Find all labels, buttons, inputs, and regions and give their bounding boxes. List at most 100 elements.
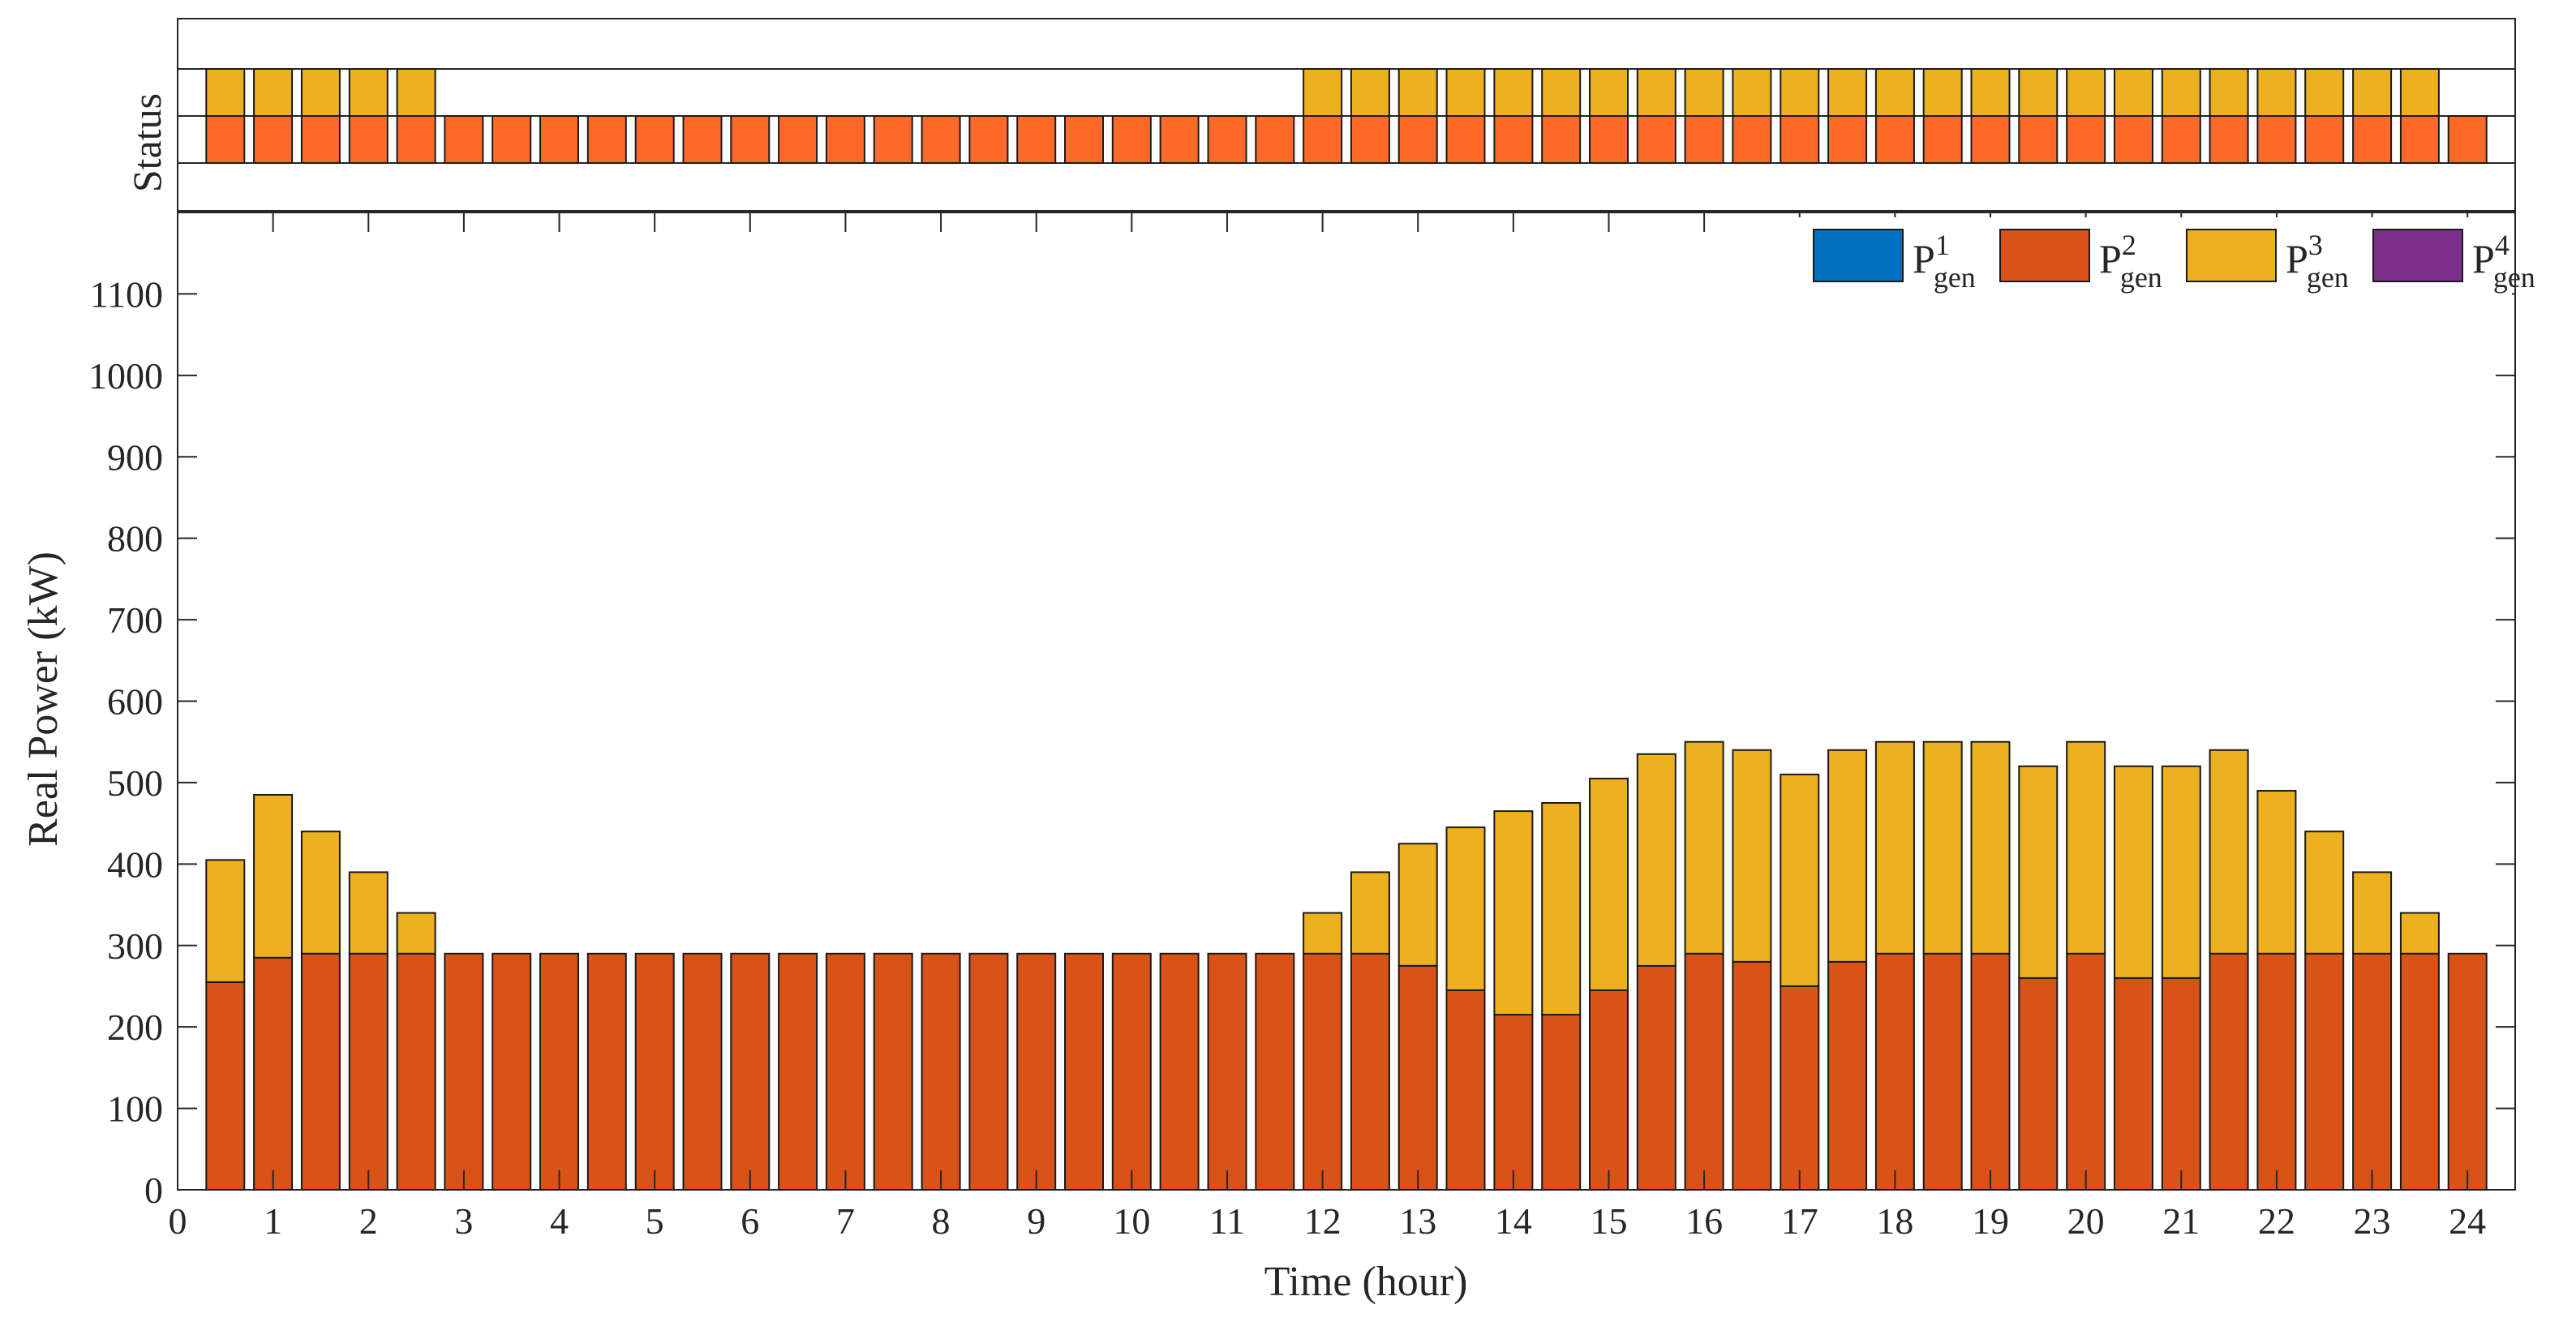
status-cell-gen3-32: [1732, 68, 1772, 117]
x-tick-label-7: 7: [836, 1200, 855, 1242]
x-tick-label-19: 19: [1972, 1200, 2009, 1242]
bar-p2-gen-28: [1541, 1014, 1582, 1191]
bar-p2-gen-8: [586, 952, 627, 1191]
bar-p2-gen-10: [682, 952, 723, 1191]
status-cell-gen2-13: [825, 115, 865, 164]
status-cell-gen2-6: [492, 115, 532, 164]
bar-p3-gen-46: [2399, 912, 2440, 955]
y-tick-label-300: 300: [107, 925, 163, 967]
status-cell-gen3-24: [1350, 68, 1390, 117]
bar-p2-gen-3: [348, 952, 389, 1191]
x-tick-label-3: 3: [454, 1200, 473, 1242]
status-cell-gen2-15: [921, 115, 961, 164]
bar-p3-gen-23: [1303, 912, 1343, 955]
status-cell-gen2-5: [444, 115, 484, 164]
status-cell-gen2-12: [778, 115, 818, 164]
status-panel: Status: [124, 18, 2516, 212]
x-tick-label-14: 14: [1495, 1200, 1532, 1242]
status-cell-gen3-44: [2304, 68, 2345, 117]
y-tick-label-100: 100: [107, 1088, 163, 1130]
status-cells: [205, 68, 2488, 164]
status-cell-gen2-28: [1541, 115, 1582, 164]
x-tick-label-2: 2: [359, 1200, 378, 1242]
status-cell-gen2-20: [1159, 115, 1200, 164]
status-cell-gen2-32: [1732, 115, 1772, 164]
x-tick-label-13: 13: [1399, 1200, 1436, 1242]
x-tick-label-18: 18: [1876, 1200, 1913, 1242]
status-cell-gen3-40: [2114, 68, 2153, 117]
status-cell-gen2-44: [2304, 115, 2345, 164]
bar-p2-gen-15: [921, 952, 961, 1191]
status-cell-gen2-18: [1064, 115, 1104, 164]
status-cell-gen2-11: [730, 115, 771, 164]
x-axis-ticks: 0 1 2 3 4 5 6 7 8 9 10 11 12 13 14 15 16 17 18 19 20 21 22 23 24: [169, 212, 2486, 1242]
status-cell-gen3-35: [1874, 68, 1915, 117]
y-tick-label-900: 900: [107, 436, 163, 478]
bar-p3-gen-0: [205, 859, 246, 983]
status-cell-gen2-30: [1636, 115, 1677, 164]
bar-p3-gen-39: [2066, 740, 2106, 955]
status-cell-gen3-3: [348, 68, 389, 117]
status-cell-gen2-34: [1827, 115, 1868, 164]
x-tick-label-12: 12: [1304, 1200, 1342, 1242]
status-cell-gen3-43: [2256, 68, 2297, 117]
x-axis-label: Time (hour): [1264, 1259, 1468, 1305]
bar-p3-gen-44: [2304, 831, 2345, 955]
status-axis-label: Status: [124, 93, 170, 192]
x-tick-label-15: 15: [1590, 1200, 1627, 1242]
status-cell-gen2-2: [300, 115, 341, 164]
x-tick-label-11: 11: [1209, 1200, 1245, 1242]
bar-p2-gen-4: [396, 952, 436, 1191]
bar-p2-gen-21: [1207, 952, 1247, 1191]
y-tick-label-800: 800: [107, 518, 163, 560]
x-tick-label-6: 6: [741, 1200, 759, 1242]
bar-p3-gen-41: [2161, 765, 2201, 979]
main-plot-panel: 0 1 2 3 4 5 6 7 8 9 10 11 12 13 14 15 16 17 18 19 20 21 22 23 24…: [20, 212, 2535, 1305]
status-cell-gen2-7: [539, 115, 579, 164]
bar-p3-gen-35: [1874, 740, 1915, 955]
status-cell-gen2-24: [1350, 115, 1390, 164]
x-tick-label-23: 23: [2354, 1200, 2391, 1242]
status-cell-gen2-33: [1780, 115, 1820, 164]
bar-p2-gen-14: [873, 952, 913, 1191]
status-cell-gen2-17: [1016, 115, 1057, 164]
status-cell-gen3-26: [1445, 68, 1486, 117]
legend-swatch-4: [2372, 229, 2463, 282]
status-cell-gen3-46: [2399, 68, 2440, 117]
bar-p2-gen-30: [1636, 964, 1677, 1191]
x-tick-label-21: 21: [2162, 1200, 2200, 1242]
y-tick-label-600: 600: [107, 681, 163, 723]
status-cell-gen2-14: [873, 115, 913, 164]
status-cell-gen3-0: [205, 68, 246, 117]
bar-p3-gen-24: [1350, 871, 1390, 955]
y-tick-label-200: 200: [107, 1007, 163, 1048]
status-cell-gen2-10: [682, 115, 723, 164]
bar-p2-gen-13: [825, 952, 865, 1191]
status-cell-gen3-25: [1397, 68, 1438, 117]
status-cell-gen3-30: [1636, 68, 1677, 117]
bar-p3-gen-1: [253, 794, 294, 959]
bar-p2-gen-19: [1111, 952, 1152, 1191]
bar-p2-gen-1: [253, 956, 294, 1191]
bar-p3-gen-25: [1397, 843, 1438, 967]
y-tick-label-700: 700: [107, 599, 163, 641]
status-cell-gen3-33: [1780, 68, 1820, 117]
bar-p2-gen-12: [778, 952, 818, 1191]
status-cell-gen3-36: [1922, 68, 1963, 117]
x-tick-label-10: 10: [1113, 1200, 1150, 1242]
status-cell-gen3-2: [300, 68, 341, 117]
bar-p2-gen-35: [1874, 952, 1915, 1191]
bar-p2-gen-6: [492, 952, 532, 1191]
status-cell-gen2-9: [634, 115, 675, 164]
status-cell-gen2-25: [1397, 115, 1438, 164]
status-cell-gen3-1: [253, 68, 294, 117]
bar-p2-gen-27: [1493, 1014, 1534, 1191]
status-cell-gen2-47: [2447, 115, 2488, 164]
bar-p2-gen-29: [1589, 989, 1629, 1191]
bar-p2-gen-9: [634, 952, 675, 1191]
bar-p2-gen-16: [968, 952, 1009, 1191]
bar-p2-gen-2: [300, 952, 341, 1191]
status-cell-gen2-23: [1303, 115, 1343, 164]
bar-p3-gen-36: [1922, 740, 1963, 955]
status-cell-gen2-8: [586, 115, 627, 164]
